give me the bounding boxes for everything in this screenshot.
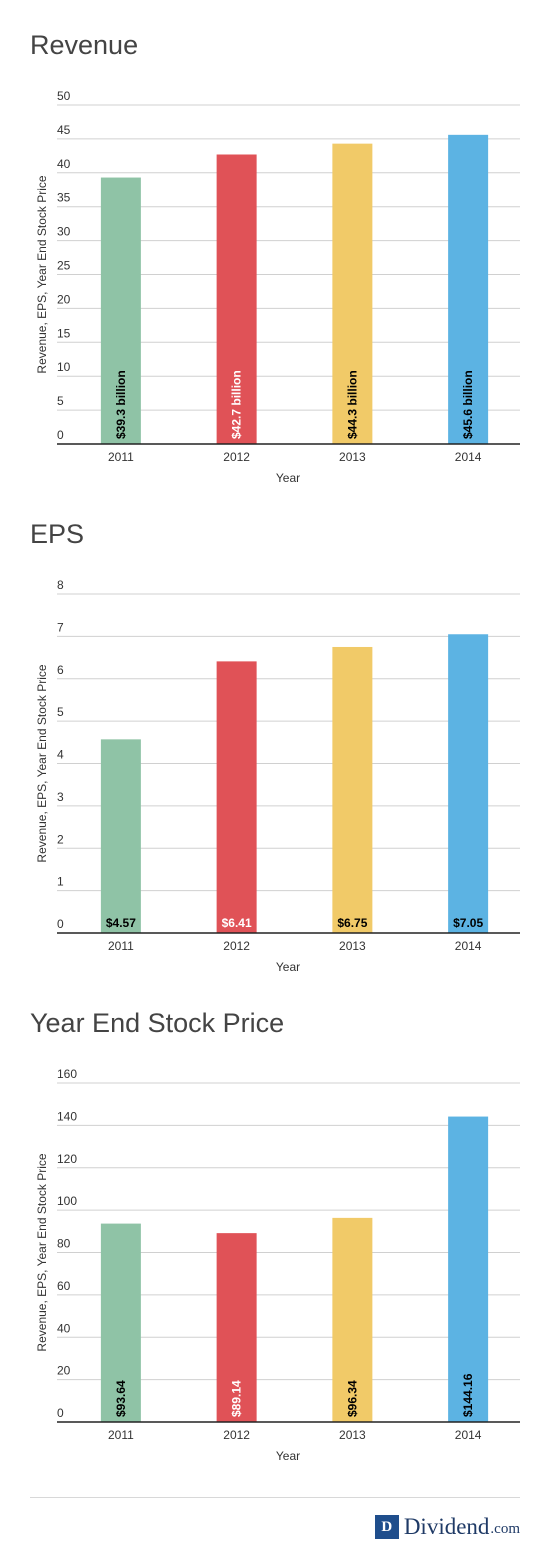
bar-2012 (216, 154, 257, 444)
y-tick-label: 3 (57, 790, 64, 804)
bar-data-label: $144.16 (461, 1373, 475, 1417)
eps-plot: 0 1 2 3 4 5 6 7 8 Revenue, EPS, Year End Stock Pr… (35, 578, 520, 974)
y-tick-label: 2 (57, 832, 64, 846)
x-tick-label: 2012 (223, 1428, 250, 1442)
y-tick-label: 45 (57, 123, 71, 137)
x-tick-label: 2012 (223, 939, 250, 953)
bar-data-label: $4.57 (106, 916, 136, 930)
bar-data-label: $96.34 (345, 1380, 359, 1417)
bar-data-label: $44.3 billion (345, 370, 359, 439)
y-tick-label: 6 (57, 663, 64, 677)
y-tick-label: 50 (57, 89, 71, 103)
y-tick-label: 80 (57, 1237, 71, 1251)
x-tick-label: 2011 (108, 1428, 134, 1442)
y-tick-label: 25 (57, 259, 71, 273)
x-tick-label: 2012 (223, 450, 250, 464)
y-tick-label: 100 (57, 1194, 77, 1208)
chart-title: Year End Stock Price (30, 1008, 285, 1038)
bar-2013 (332, 1217, 373, 1422)
y-tick-label: 40 (57, 157, 71, 171)
y-tick-label: 0 (57, 917, 64, 931)
bar-data-label: $7.05 (453, 916, 483, 930)
bar-2012 (216, 661, 257, 933)
x-axis-label: Year (276, 471, 300, 485)
y-tick-label: 4 (57, 748, 64, 762)
y-tick-label: 120 (57, 1152, 77, 1166)
x-tick-label: 2013 (339, 450, 366, 464)
bar-data-label: $6.75 (337, 916, 367, 930)
x-tick-label: 2014 (455, 939, 482, 953)
y-tick-label: 60 (57, 1279, 71, 1293)
bar-2013 (332, 143, 373, 444)
x-axis-label: Year (276, 960, 300, 974)
y-tick-label: 15 (57, 326, 71, 340)
x-tick-label: 2011 (108, 939, 134, 953)
y-tick-label: 160 (57, 1067, 77, 1081)
y-tick-label: 30 (57, 225, 71, 239)
y-tick-label: 140 (57, 1109, 77, 1123)
bar-2013 (332, 646, 373, 933)
footer-divider (30, 1497, 520, 1498)
y-tick-label: 7 (57, 620, 64, 634)
x-tick-label: 2013 (339, 939, 366, 953)
bar-data-label: $42.7 billion (230, 370, 244, 439)
y-tick-label: 35 (57, 191, 71, 205)
dividend-logo[interactable]: D Dividend .com (374, 1514, 520, 1540)
y-axis-label: Revenue, EPS, Year End Stock Price (35, 664, 49, 862)
x-axis-label: Year (276, 1449, 300, 1463)
y-tick-label: 40 (57, 1321, 71, 1335)
stock-price-plot: 0 20 40 60 80 100 120 140 160 Revenue, EPS, Year … (35, 1067, 520, 1463)
logo-tld: .com (490, 1520, 520, 1537)
chart-title: EPS (30, 519, 85, 549)
bar-data-label: $45.6 billion (461, 370, 475, 439)
y-tick-label: 20 (57, 1364, 71, 1378)
bar-data-label: $6.41 (222, 916, 252, 930)
logo-mark-icon: D (374, 1515, 399, 1539)
x-tick-label: 2011 (108, 450, 134, 464)
y-axis-label: Revenue, EPS, Year End Stock Price (35, 1153, 49, 1351)
chart-title: Revenue (30, 30, 139, 60)
logo-word: Dividend (403, 1514, 490, 1539)
bar-2011 (100, 739, 141, 933)
y-tick-label: 20 (57, 292, 71, 306)
revenue-plot: 0 5 10 15 20 25 30 35 40 45 50 Revenue, EPS, Year E… (35, 89, 520, 485)
y-tick-label: 10 (57, 360, 71, 374)
y-axis-label: Revenue, EPS, Year End Stock Price (35, 175, 49, 373)
bar-data-label: $89.14 (230, 1380, 244, 1417)
bar-2011 (100, 177, 141, 444)
y-tick-label: 0 (57, 1406, 64, 1420)
y-tick-label: 5 (57, 705, 64, 719)
y-tick-label: 0 (57, 428, 64, 442)
y-tick-label: 1 (57, 875, 64, 889)
x-tick-label: 2014 (455, 450, 482, 464)
x-tick-label: 2014 (455, 1428, 482, 1442)
bar-data-label: $39.3 billion (114, 370, 128, 439)
y-tick-label: 8 (57, 578, 64, 592)
y-tick-label: 5 (57, 394, 64, 408)
bar-2014 (448, 634, 489, 933)
bar-2014 (448, 134, 489, 444)
bar-2014 (448, 1116, 489, 1422)
x-tick-label: 2013 (339, 1428, 366, 1442)
bar-data-label: $93.64 (114, 1380, 128, 1417)
bar-2012 (216, 1233, 257, 1422)
bar-2011 (100, 1223, 141, 1422)
